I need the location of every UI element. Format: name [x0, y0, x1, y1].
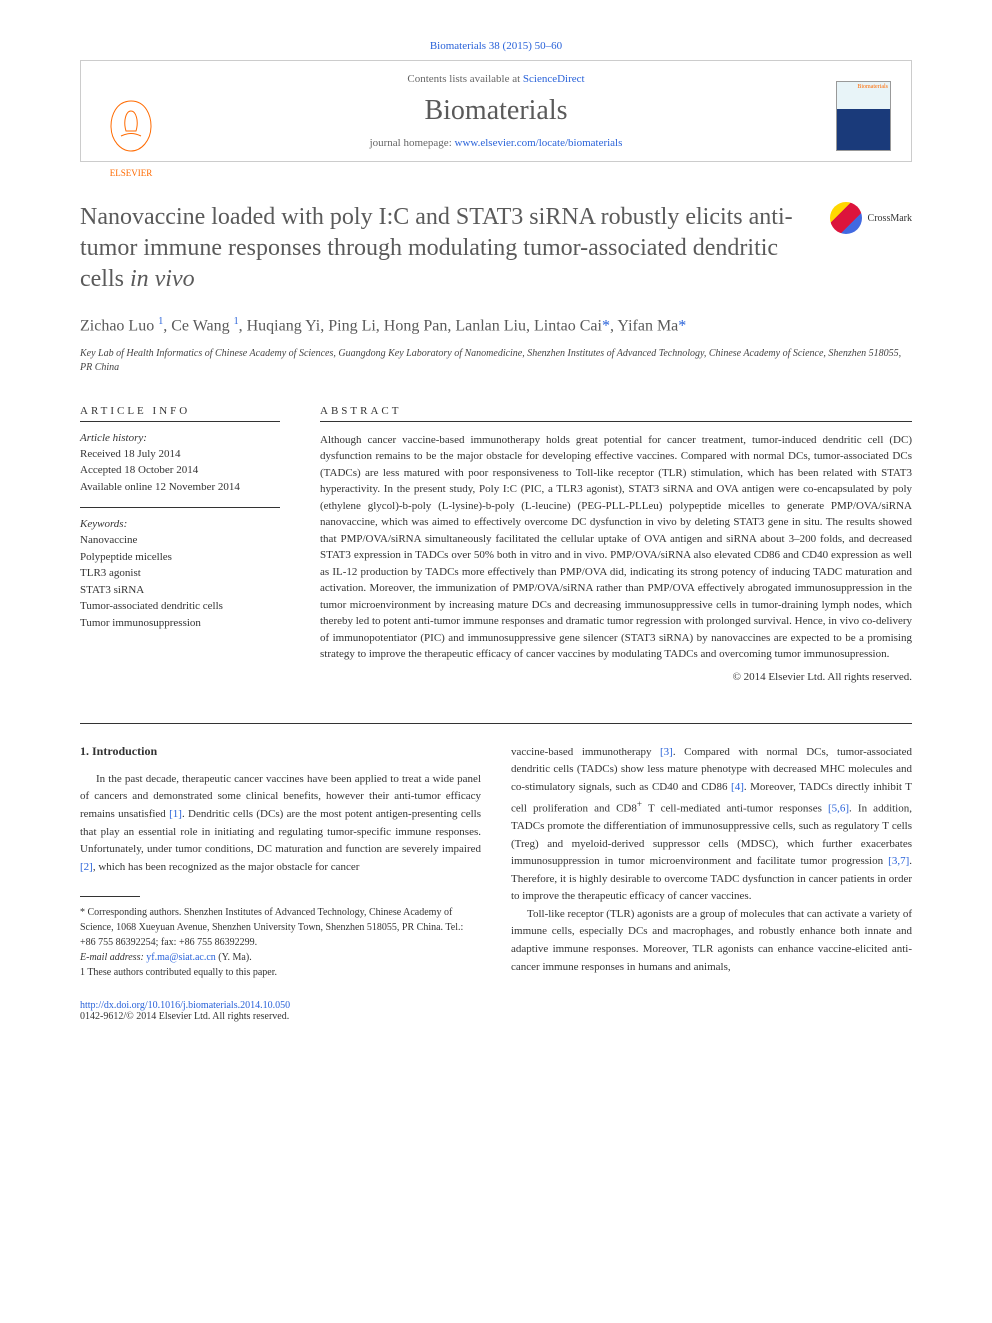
keyword-item: Tumor immunosuppression: [80, 615, 280, 632]
journal-header: ELSEVIER Biomaterials Contents lists ava…: [80, 60, 912, 162]
keyword-item: TLR3 agonist: [80, 565, 280, 582]
ref-link[interactable]: [4]: [731, 781, 744, 793]
accepted-date: Accepted 18 October 2014: [80, 462, 280, 479]
ref-link[interactable]: [1]: [169, 808, 182, 820]
info-abstract-row: ARTICLE INFO Article history: Received 1…: [80, 405, 912, 683]
issn-copyright: 0142-9612/© 2014 Elsevier Ltd. All right…: [80, 1011, 481, 1022]
keyword-item: Tumor-associated dendritic cells: [80, 598, 280, 615]
keywords-label: Keywords:: [80, 518, 280, 530]
doi-block: http://dx.doi.org/10.1016/j.biomaterials…: [80, 1000, 481, 1022]
crossmark-badge[interactable]: CrossMark: [830, 202, 912, 234]
keywords-list: NanovaccinePolypeptide micellesTLR3 agon…: [80, 532, 280, 631]
available-date: Available online 12 November 2014: [80, 479, 280, 496]
journal-name: Biomaterials: [101, 95, 891, 127]
received-date: Received 18 July 2014: [80, 446, 280, 463]
crossmark-icon: [830, 202, 862, 234]
ref-link[interactable]: [5,6]: [828, 802, 849, 814]
elsevier-text: ELSEVIER: [101, 168, 161, 178]
intro-paragraph-2: vaccine-based immunotherapy [3]. Compare…: [511, 744, 912, 906]
article-info-sidebar: ARTICLE INFO Article history: Received 1…: [80, 405, 280, 683]
journal-cover-thumbnail: Biomaterials: [836, 81, 891, 151]
right-column: vaccine-based immunotherapy [3]. Compare…: [511, 744, 912, 1023]
abstract-column: ABSTRACT Although cancer vaccine-based i…: [320, 405, 912, 683]
intro-paragraph-1: In the past decade, therapeutic cancer v…: [80, 771, 481, 877]
sciencedirect-link[interactable]: ScienceDirect: [523, 73, 585, 85]
abstract-text: Although cancer vaccine-based immunother…: [320, 432, 912, 663]
citation-line: Biomaterials 38 (2015) 50–60: [80, 40, 912, 52]
history-label: Article history:: [80, 432, 280, 444]
section-1-heading: 1. Introduction: [80, 744, 481, 759]
abstract-heading: ABSTRACT: [320, 405, 912, 422]
corresponding-author-footnote: * Corresponding authors. Shenzhen Instit…: [80, 905, 481, 950]
ref-link[interactable]: [3,7]: [888, 855, 909, 867]
keyword-item: Nanovaccine: [80, 532, 280, 549]
authors-line: Zichao Luo 1, Ce Wang 1, Huqiang Yi, Pin…: [80, 316, 912, 335]
doi-link[interactable]: http://dx.doi.org/10.1016/j.biomaterials…: [80, 1000, 290, 1011]
keyword-item: Polypeptide micelles: [80, 549, 280, 566]
abstract-copyright: © 2014 Elsevier Ltd. All rights reserved…: [320, 671, 912, 683]
intro-paragraph-3: Toll-like receptor (TLR) agonists are a …: [511, 906, 912, 976]
journal-homepage-line: journal homepage: www.elsevier.com/locat…: [101, 137, 891, 149]
ref-link[interactable]: [3]: [660, 746, 673, 758]
equal-contribution-footnote: 1 These authors contributed equally to t…: [80, 965, 481, 980]
affiliation: Key Lab of Health Informatics of Chinese…: [80, 347, 912, 375]
body-columns: 1. Introduction In the past decade, ther…: [80, 744, 912, 1023]
ref-link[interactable]: [2]: [80, 861, 93, 873]
footnote-separator: [80, 896, 140, 897]
homepage-link[interactable]: www.elsevier.com/locate/biomaterials: [455, 137, 623, 149]
body-divider: [80, 723, 912, 724]
elsevier-logo: ELSEVIER: [101, 91, 161, 161]
article-title: Nanovaccine loaded with poly I:C and STA…: [80, 202, 810, 296]
email-footnote: E-mail address: yf.ma@siat.ac.cn (Y. Ma)…: [80, 950, 481, 965]
email-link[interactable]: yf.ma@siat.ac.cn: [146, 952, 215, 963]
contents-available-line: Contents lists available at ScienceDirec…: [101, 73, 891, 85]
article-info-heading: ARTICLE INFO: [80, 405, 280, 422]
keyword-item: STAT3 siRNA: [80, 582, 280, 599]
left-column: 1. Introduction In the past decade, ther…: [80, 744, 481, 1023]
title-row: Nanovaccine loaded with poly I:C and STA…: [80, 202, 912, 296]
info-divider: [80, 507, 280, 508]
